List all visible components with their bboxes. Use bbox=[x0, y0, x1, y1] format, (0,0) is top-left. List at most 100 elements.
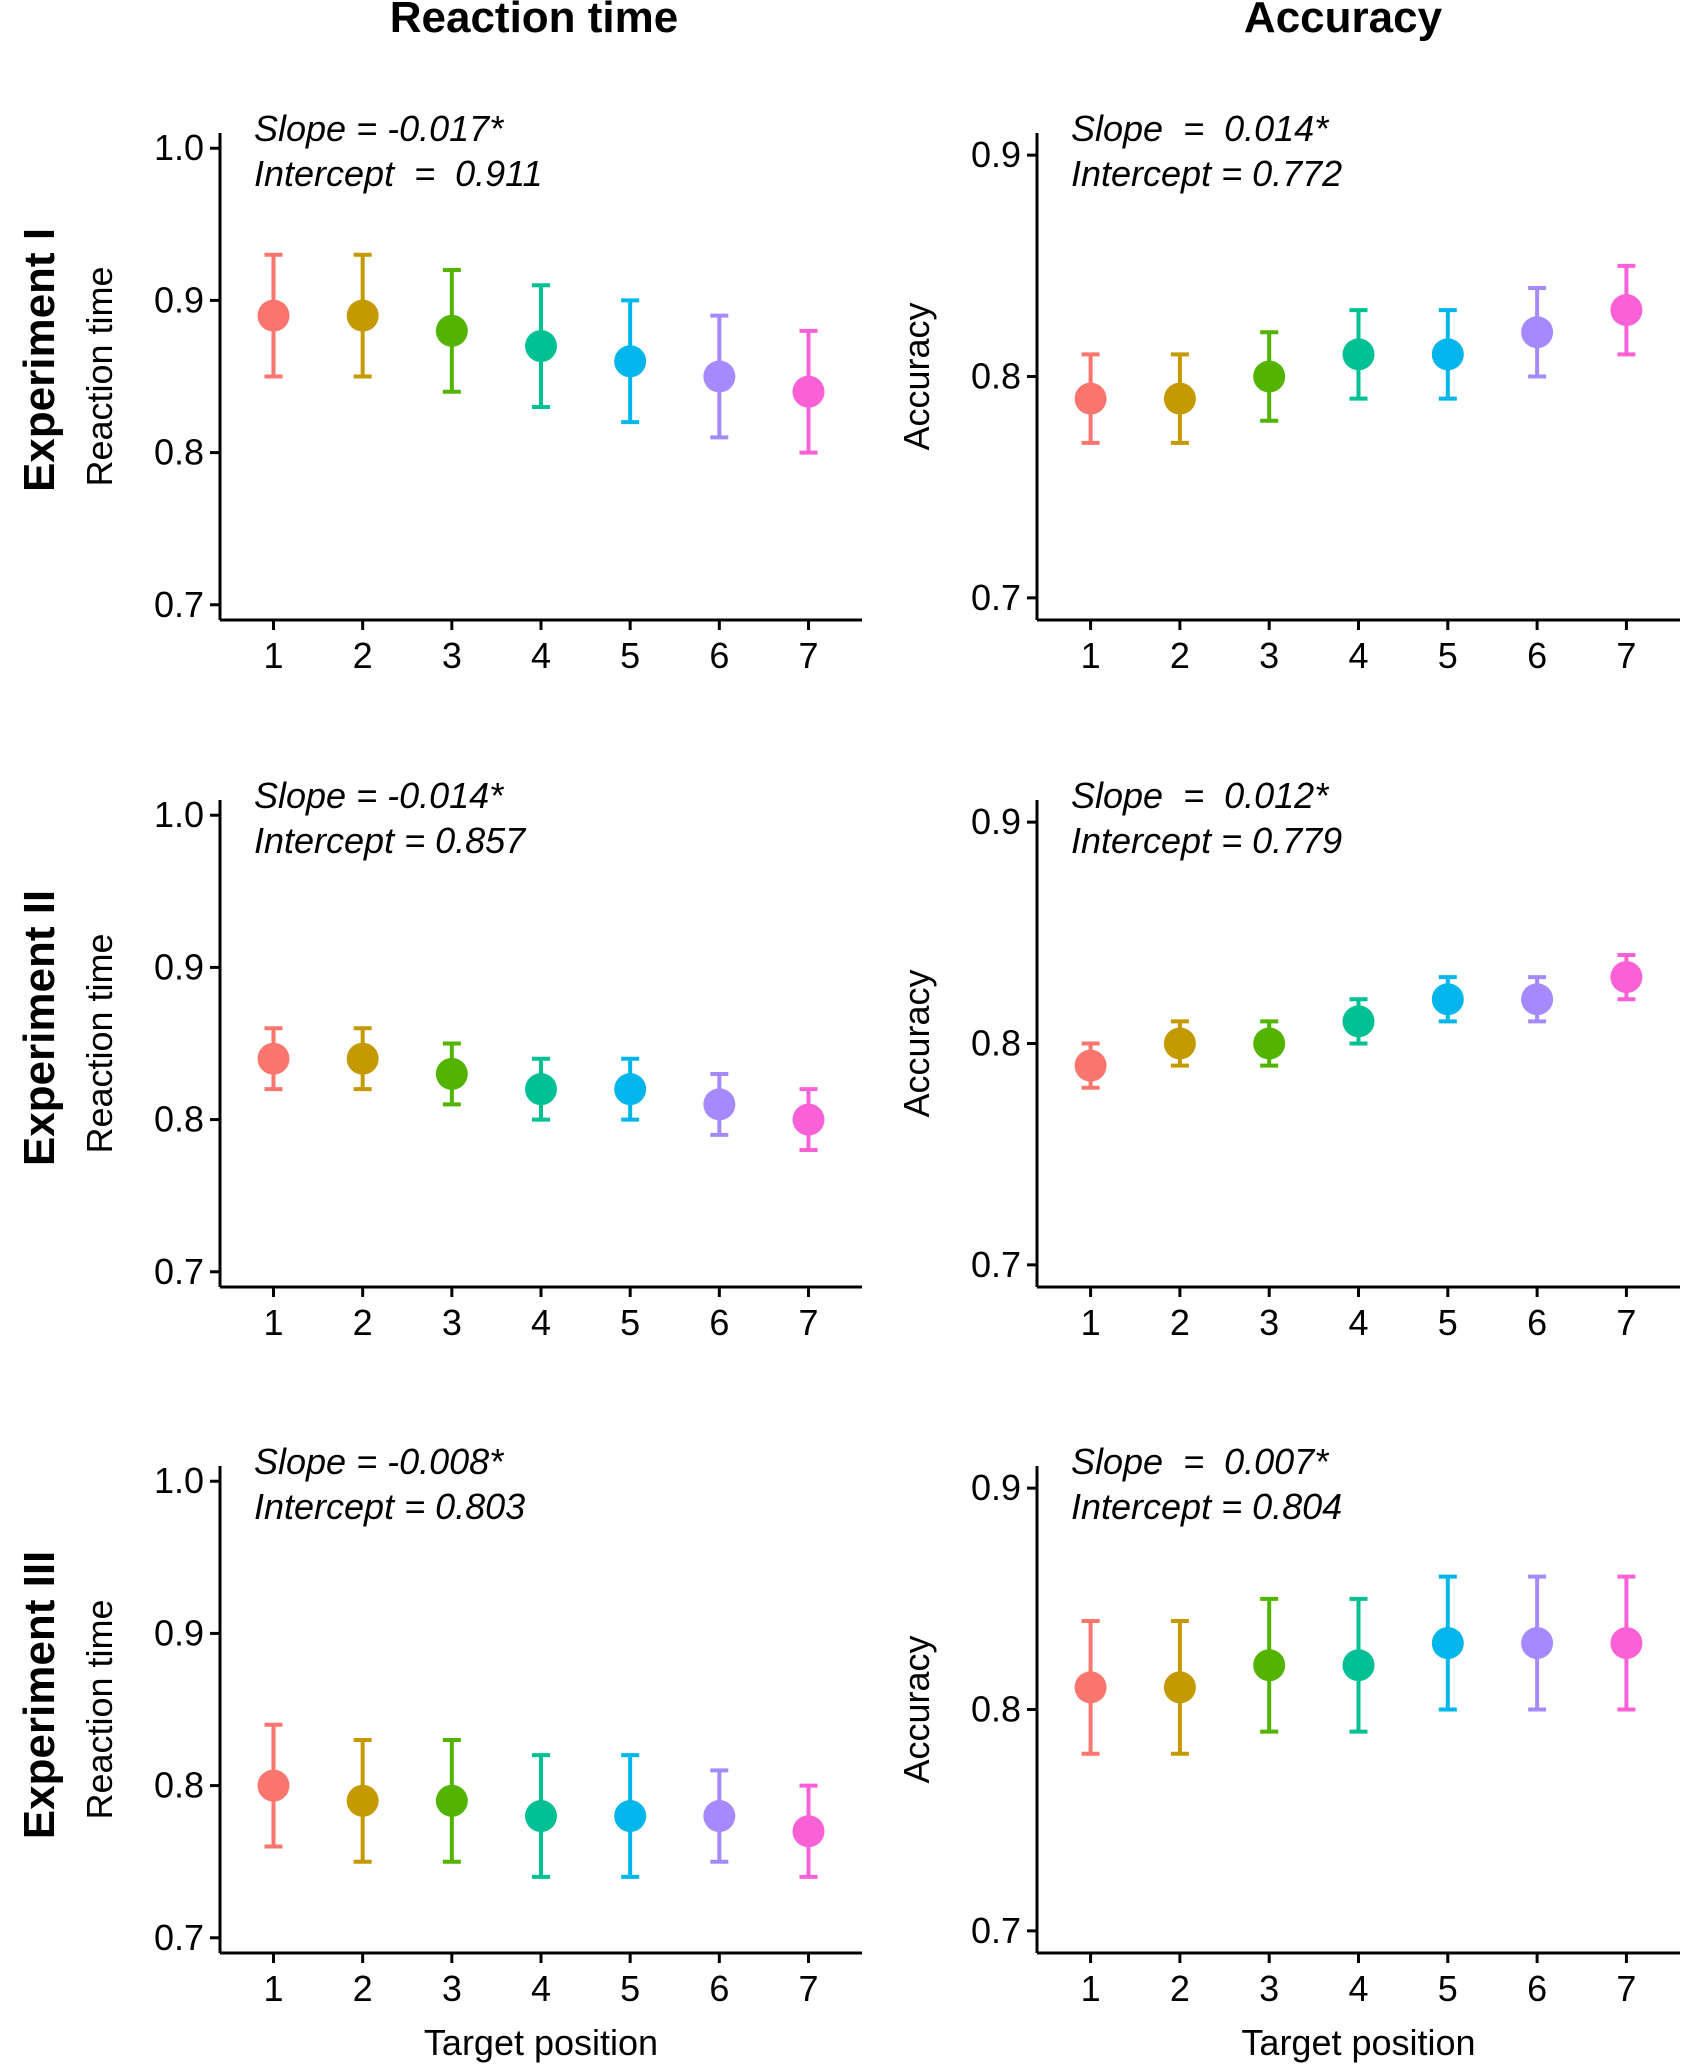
data-point bbox=[525, 330, 557, 363]
x-tick-label: 6 bbox=[709, 1968, 729, 2009]
y-tick-label: 0.9 bbox=[971, 134, 1021, 175]
x-tick-label: 6 bbox=[1527, 635, 1547, 676]
column-title-reaction-time: Reaction time bbox=[390, 0, 679, 42]
data-point bbox=[1610, 1627, 1643, 1660]
data-point bbox=[1521, 983, 1554, 1016]
data-point bbox=[346, 299, 379, 332]
data-point bbox=[435, 314, 468, 347]
y-tick-label: 0.7 bbox=[971, 1910, 1021, 1951]
y-tick-label: 0.9 bbox=[971, 801, 1021, 842]
panel-5: 0.7 0.8 0.9 1.0 1 2 3 4 5 6 7 Reaction time Target p… bbox=[79, 1441, 862, 2063]
data-point bbox=[525, 1073, 557, 1106]
data-point bbox=[1342, 338, 1375, 371]
x-tick-label: 1 bbox=[263, 635, 283, 676]
data-point bbox=[1342, 1005, 1375, 1038]
y-tick-label: 0.8 bbox=[971, 356, 1021, 397]
annotation-intercept: Intercept = 0.803 bbox=[254, 1486, 525, 1527]
data-point bbox=[1521, 316, 1554, 349]
x-tick-label: 5 bbox=[1438, 1302, 1458, 1343]
x-tick-label: 1 bbox=[1081, 1968, 1101, 2009]
annotation-slope: Slope = -0.014* bbox=[254, 775, 504, 816]
x-tick-label: 5 bbox=[620, 1968, 640, 2009]
panel-1: 0.7 0.8 0.9 1.0 1 2 3 4 5 6 7 Reaction time Slope = … bbox=[79, 108, 862, 676]
data-point bbox=[1163, 1027, 1196, 1060]
x-tick-label: 4 bbox=[1348, 1302, 1368, 1343]
data-point bbox=[1163, 1671, 1196, 1704]
data-point bbox=[257, 299, 290, 332]
y-axis-label: Accuracy bbox=[896, 302, 937, 450]
x-tick-label: 4 bbox=[531, 1302, 551, 1343]
data-point bbox=[257, 1042, 290, 1075]
data-point bbox=[1163, 382, 1196, 415]
y-tick-label: 0.7 bbox=[971, 577, 1021, 618]
x-axis-label: Target position bbox=[424, 2022, 658, 2063]
x-tick-label: 4 bbox=[531, 1968, 551, 2009]
y-tick-label: 1.0 bbox=[154, 794, 204, 835]
x-tick-label: 1 bbox=[1081, 1302, 1101, 1343]
data-point bbox=[1521, 1627, 1554, 1660]
data-point bbox=[614, 1073, 647, 1106]
x-tick-label: 3 bbox=[442, 1968, 462, 2009]
x-tick-label: 2 bbox=[353, 1968, 373, 2009]
y-tick-label: 0.8 bbox=[154, 432, 204, 473]
data-point bbox=[1431, 1627, 1464, 1660]
x-tick-label: 4 bbox=[1348, 1968, 1368, 2009]
data-point bbox=[346, 1042, 379, 1075]
data-point bbox=[703, 1088, 736, 1121]
x-tick-label: 4 bbox=[1348, 635, 1368, 676]
data-point bbox=[346, 1784, 379, 1817]
x-tick-label: 6 bbox=[709, 1302, 729, 1343]
x-tick-label: 6 bbox=[1527, 1302, 1547, 1343]
x-tick-label: 7 bbox=[798, 635, 818, 676]
x-tick-label: 3 bbox=[1259, 1302, 1279, 1343]
data-point bbox=[525, 1800, 557, 1833]
y-tick-label: 0.9 bbox=[154, 279, 204, 320]
row-title-experiment-2: Experiment II bbox=[15, 890, 64, 1166]
y-axis-label: Reaction time bbox=[79, 933, 120, 1153]
data-point bbox=[1074, 1671, 1107, 1704]
x-tick-label: 2 bbox=[1170, 1302, 1190, 1343]
y-tick-label: 0.8 bbox=[154, 1099, 204, 1140]
panel-4: 0.7 0.8 0.9 1 2 3 4 5 6 7 Accuracy Slope = 0.012*In… bbox=[896, 775, 1680, 1343]
x-tick-label: 5 bbox=[620, 635, 640, 676]
annotation-slope: Slope = 0.007* bbox=[1071, 1441, 1329, 1482]
annotation-intercept: Intercept = 0.857 bbox=[254, 820, 527, 861]
y-axis-label: Reaction time bbox=[79, 1599, 120, 1819]
y-axis-label: Reaction time bbox=[79, 266, 120, 486]
x-tick-label: 2 bbox=[353, 1302, 373, 1343]
y-tick-label: 1.0 bbox=[154, 1460, 204, 1501]
panel-2: 0.7 0.8 0.9 1 2 3 4 5 6 7 Accuracy Slope = 0.014*In… bbox=[896, 108, 1680, 676]
x-tick-label: 7 bbox=[1616, 1302, 1636, 1343]
data-point bbox=[1610, 961, 1643, 994]
data-point bbox=[1610, 294, 1643, 327]
annotation-intercept: Intercept = 0.911 bbox=[254, 153, 543, 194]
annotation-slope: Slope = 0.012* bbox=[1071, 775, 1329, 816]
x-tick-label: 2 bbox=[1170, 1968, 1190, 2009]
x-tick-label: 5 bbox=[1438, 1968, 1458, 2009]
data-point bbox=[1074, 1049, 1107, 1082]
data-point bbox=[703, 360, 736, 393]
data-point bbox=[792, 1103, 825, 1136]
x-tick-label: 1 bbox=[263, 1302, 283, 1343]
y-axis-label: Accuracy bbox=[896, 969, 937, 1117]
data-point bbox=[792, 1815, 825, 1848]
row-title-experiment-3: Experiment III bbox=[15, 1551, 64, 1840]
x-tick-label: 7 bbox=[1616, 1968, 1636, 2009]
data-point bbox=[792, 375, 825, 408]
data-point bbox=[614, 345, 647, 378]
x-tick-label: 4 bbox=[531, 635, 551, 676]
x-tick-label: 6 bbox=[1527, 1968, 1547, 2009]
x-tick-label: 2 bbox=[353, 635, 373, 676]
x-tick-label: 1 bbox=[263, 1968, 283, 2009]
annotation-intercept: Intercept = 0.779 bbox=[1071, 820, 1342, 861]
y-tick-label: 0.9 bbox=[154, 1612, 204, 1653]
y-tick-label: 0.7 bbox=[971, 1244, 1021, 1285]
panel-6: 0.7 0.8 0.9 1 2 3 4 5 6 7 Accuracy Target position S… bbox=[896, 1441, 1680, 2063]
data-point bbox=[435, 1057, 468, 1090]
y-tick-label: 0.8 bbox=[971, 1023, 1021, 1064]
x-tick-label: 1 bbox=[1081, 635, 1101, 676]
y-tick-label: 0.8 bbox=[154, 1765, 204, 1806]
y-tick-label: 0.8 bbox=[971, 1689, 1021, 1730]
data-point bbox=[435, 1784, 468, 1817]
annotation-slope: Slope = -0.008* bbox=[254, 1441, 504, 1482]
